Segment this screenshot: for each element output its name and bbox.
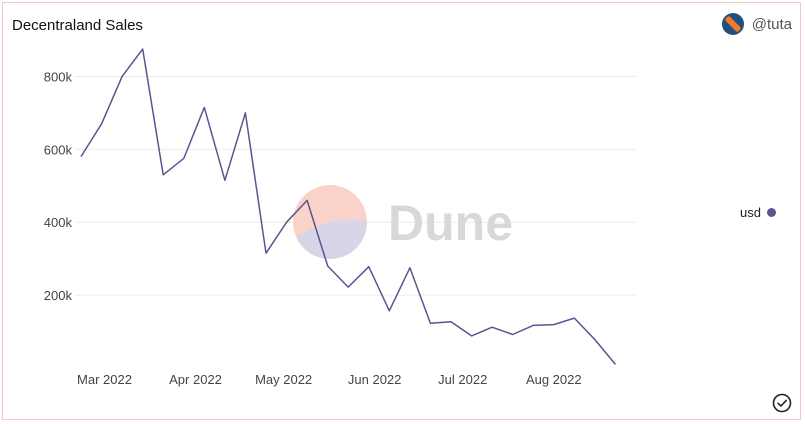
series-line-usd xyxy=(80,48,616,365)
x-axis-ticks: Mar 2022 Apr 2022 May 2022 Jun 2022 Jul 2022… xyxy=(77,372,582,387)
y-tick-label: 400k xyxy=(44,215,73,230)
author-badge[interactable]: @tuta xyxy=(721,13,792,35)
x-tick-label: May 2022 xyxy=(255,372,312,387)
y-axis-ticks: 200k 400k 600k 800k xyxy=(44,69,73,303)
x-tick-label: Apr 2022 xyxy=(169,372,222,387)
x-tick-label: Aug 2022 xyxy=(526,372,582,387)
author-name[interactable]: @tuta xyxy=(751,15,792,33)
chart-title: Decentraland Sales xyxy=(12,17,143,34)
y-tick-label: 600k xyxy=(44,142,73,157)
grid-lines xyxy=(75,75,636,296)
x-tick-label: Jun 2022 xyxy=(348,372,402,387)
chart-card: Decentraland Sales @tuta usd xyxy=(2,2,801,420)
dune-watermark: Dune xyxy=(293,185,513,259)
avatar-icon xyxy=(721,13,744,35)
legend-dot-usd xyxy=(766,208,776,217)
check-circle-icon[interactable] xyxy=(772,393,792,413)
legend-label-usd: usd xyxy=(740,205,761,220)
y-tick-label: 800k xyxy=(44,69,73,84)
y-tick-label: 200k xyxy=(44,288,73,303)
x-tick-label: Mar 2022 xyxy=(77,372,132,387)
x-tick-label: Jul 2022 xyxy=(438,372,487,387)
watermark-circle-bottom xyxy=(293,219,367,259)
watermark-text: Dune xyxy=(388,195,513,251)
legend[interactable]: usd xyxy=(740,205,776,220)
